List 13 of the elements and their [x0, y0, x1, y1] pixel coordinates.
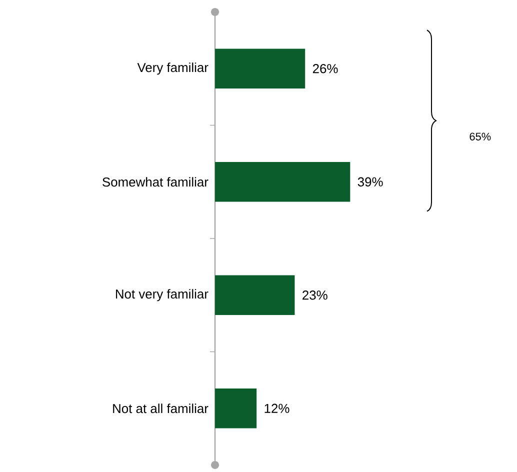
bar: [215, 275, 295, 315]
y-tick-label: Not very familiar: [116, 289, 208, 302]
data-label: 26%: [312, 64, 338, 74]
bar: [215, 48, 306, 88]
data-label: 39%: [358, 177, 383, 186]
y-tick-label: Somewhat familiar: [102, 177, 208, 187]
y-tick-label: Very familiar: [137, 62, 208, 75]
data-label: 23%: [302, 290, 328, 300]
bar: [215, 388, 257, 428]
y-tick-label: Not at all familiar: [113, 404, 208, 414]
text: 65%: [470, 132, 491, 140]
data-label: 12%: [264, 404, 290, 413]
bar: [215, 162, 350, 202]
